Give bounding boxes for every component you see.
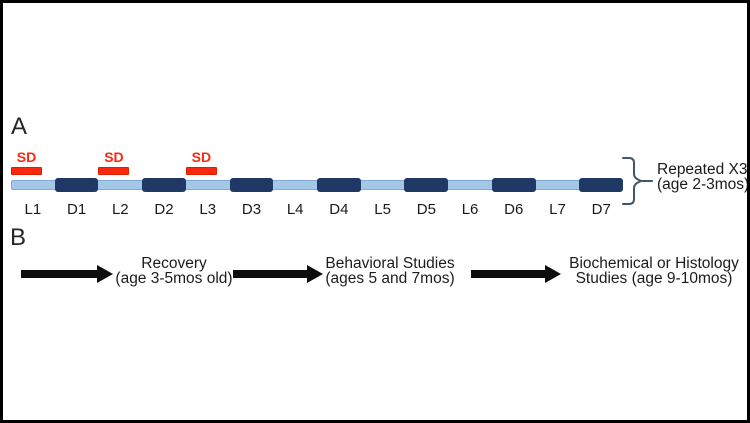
timeline-arrow-2 [233,265,323,283]
arrow-shaft [233,270,309,278]
panel-a-label: A [11,113,28,140]
light-dark-cycle-timeline: SD SD SD [11,149,623,193]
sd-bar [11,167,42,175]
timeline-dark-segment [491,178,536,192]
step-subtitle: (ages 5 and 7mos) [325,270,455,287]
timeline-dark-segment [317,178,361,192]
timeline-segment-label: L4 [286,201,304,218]
sd-label: SD [104,149,124,165]
timeline-arrow-3 [471,265,561,283]
timeline-segment-label: D2 [154,201,174,218]
arrow-shaft [21,270,99,278]
repeat-note: Repeated X3 (age 2-3mos) [657,161,750,193]
repeat-note-line1: Repeated X3 [657,161,748,178]
arrow-head-icon [307,265,323,283]
timeline-dark-segment [142,178,186,192]
timeline-segment-label: L5 [374,201,391,218]
step-title: Biochemical or Histology [569,255,739,272]
step-subtitle: Studies (age 9-10mos) [575,270,733,287]
timeline-segment-label: L3 [199,201,217,218]
timeline-dark-segment [229,178,274,192]
sd-marker: SD [98,149,130,175]
timeline-segment-label: L1 [24,201,42,218]
timeline-segment-label: L7 [549,201,566,218]
step-title: Behavioral Studies [325,255,455,272]
timeline-segment-label: D4 [329,201,349,218]
timeline-dark-segment [579,178,623,192]
timeline-dark-segment [404,178,449,192]
timeline-segment-label: D6 [504,201,524,218]
sd-bar [185,167,217,175]
step-behavioral-studies: Behavioral Studies (ages 5 and 7mos) [323,255,457,287]
repeat-bracket [622,157,653,205]
sd-label: SD [16,149,37,165]
step-title: Recovery [141,255,207,272]
timeline-segment-label: D7 [591,201,611,218]
panel-b-label: B [10,224,27,251]
step-biochemical-histology: Biochemical or Histology Studies (age 9-… [567,255,741,287]
timeline-segment-label: D5 [416,201,436,218]
sd-marker: SD [11,149,42,175]
timeline-dark-segment [54,178,99,192]
timeline-segment-label: D1 [66,201,87,218]
step-subtitle: (age 3-5mos old) [115,270,233,287]
timeline-segment-label: D3 [241,201,262,218]
sd-bar [98,167,130,175]
sd-marker: SD [185,149,217,175]
arrow-head-icon [545,265,561,283]
timeline-segment-label: L2 [111,201,129,218]
step-recovery: Recovery (age 3-5mos old) [109,255,239,287]
arrow-head-icon [97,265,113,283]
timeline-segment-label: L6 [461,201,479,218]
arrow-shaft [471,270,547,278]
timeline-arrow-1 [21,265,113,283]
sd-label: SD [191,149,212,165]
timeline-labels: L1 D1 L2 D2 L3 D3 L4 D4 L5 D5 L6 D6 L7 D7 [11,201,623,218]
repeat-note-line2: (age 2-3mos) [657,176,750,193]
